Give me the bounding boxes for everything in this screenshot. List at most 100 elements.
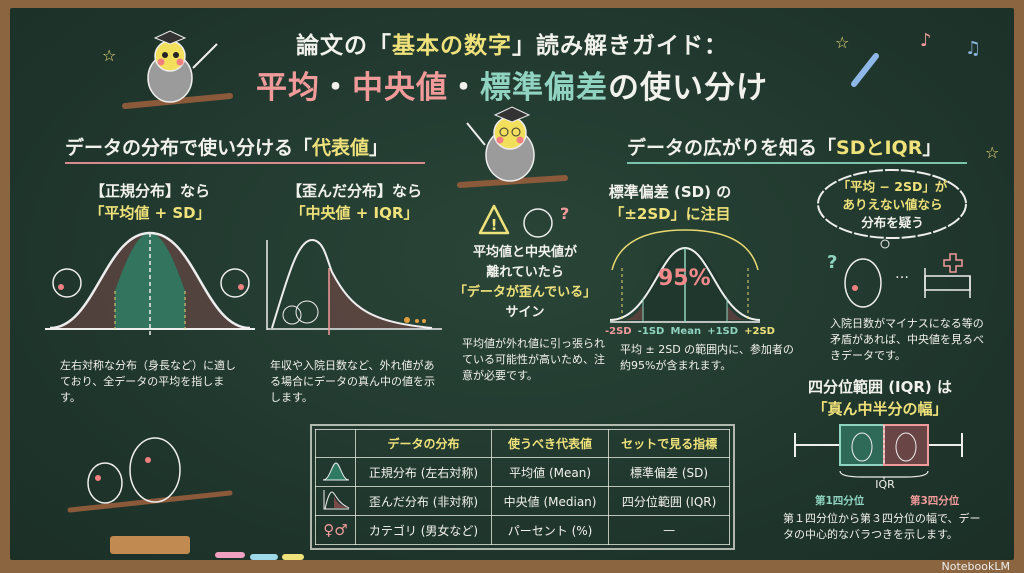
title-line-1: 論文の「基本の数字」読み解きガイド： bbox=[10, 26, 1014, 60]
svg-text:?: ? bbox=[560, 204, 569, 223]
skewed-curve-icon bbox=[315, 486, 356, 516]
sd-highlight: 「±2SD」に注目 bbox=[609, 205, 731, 223]
sd-label-2: 「±2SD」に注目 bbox=[595, 203, 745, 225]
title-sd: 標準偏差 bbox=[480, 70, 608, 106]
skewed-label: 【歪んだ分布】なら 「中央値 + IQR」 bbox=[272, 180, 437, 224]
table-cell: — bbox=[608, 515, 730, 545]
title-line-2: 平均・中央値・標準偏差の使い分け bbox=[10, 62, 1014, 107]
cloud-line: ありえない値なら bbox=[842, 197, 943, 212]
star-icon: ☆ bbox=[102, 46, 117, 65]
title-text: 」読み解きガイド： bbox=[512, 33, 728, 59]
right-section-header: データの広がりを知る「SDとIQR」 bbox=[627, 133, 941, 160]
iqr-label: IQR bbox=[875, 478, 895, 491]
table-header: セットで見る指標 bbox=[608, 429, 730, 458]
table-row: ♀♂ カテゴリ (男女など) パーセント (%) — bbox=[315, 515, 730, 545]
svg-text:?: ? bbox=[827, 252, 837, 273]
skewed-pick-text: 「中央値 + IQR」 bbox=[290, 204, 419, 222]
table-header: データの分布 bbox=[355, 429, 492, 458]
normal-curve-icon bbox=[315, 457, 356, 487]
gender-symbols: ♀♂ bbox=[323, 521, 348, 539]
boxplot-diagram bbox=[794, 424, 963, 480]
axis-label: -1SD bbox=[637, 326, 665, 337]
iqr-title-highlight: 「真ん中半分の幅」 bbox=[812, 400, 948, 418]
sd-percent-label: 95% bbox=[658, 266, 711, 291]
iqr-title-text: 四分位範囲 (IQR) は bbox=[807, 378, 953, 396]
cloud-text: 「平均 − 2SD」が ありえない値なら 分布を疑う bbox=[815, 178, 970, 232]
owl-teacher-icon bbox=[122, 30, 233, 109]
normal-pick-text: 「平均値 + SD」 bbox=[89, 204, 211, 222]
notebooklm-logo: NotebookLM bbox=[941, 560, 1010, 573]
table-cell: 歪んだ分布 (非対称) bbox=[355, 486, 492, 516]
iqr-title: 四分位範囲 (IQR) は 「真ん中半分の幅」 bbox=[800, 376, 960, 420]
cloud-line: 「平均 − 2SD」が bbox=[837, 179, 948, 194]
sd-axis-labels: -2SD -1SD Mean +1SD +2SD bbox=[605, 326, 775, 337]
table-cell: パーセント (%) bbox=[490, 515, 610, 545]
q3-label: 第3四分位 bbox=[910, 495, 960, 507]
owl-pair-icon bbox=[67, 437, 233, 513]
chalkboard: 論文の「基本の数字」読み解きガイド： 平均・中央値・標準偏差の使い分け データの… bbox=[10, 8, 1014, 560]
header-text: データの広がりを知る「 bbox=[627, 137, 837, 159]
table-row: 歪んだ分布 (非対称) 中央値 (Median) 四分位範囲 (IQR) bbox=[315, 486, 730, 516]
star-icon: ☆ bbox=[835, 33, 850, 52]
normal-label: 【正規分布】なら 「平均値 + SD」 bbox=[55, 180, 245, 224]
axis-label: +1SD bbox=[707, 326, 739, 337]
table-cell: カテゴリ (男女など) bbox=[355, 515, 492, 545]
warning-icon: ! ? bbox=[478, 204, 569, 238]
table-cell: 四分位範囲 (IQR) bbox=[608, 486, 730, 516]
warning-line: サイン bbox=[505, 305, 545, 320]
table-header-icon bbox=[315, 429, 356, 458]
table-row: 正規分布 (左右対称) 平均値 (Mean) 標準偏差 (SD) bbox=[315, 457, 730, 487]
normal-description: 左右対称な分布（身長など）に適しており、全データの平均を指します。 bbox=[60, 359, 236, 404]
table-header: 使うべき代表値 bbox=[490, 429, 610, 458]
header-highlight: SDとIQR bbox=[836, 137, 923, 159]
title-dot: ・ bbox=[448, 70, 480, 106]
skewed-curve-diagram bbox=[266, 238, 442, 335]
chalk-icon bbox=[215, 552, 245, 558]
summary-table: データの分布 使うべき代表値 セットで見る指標 正規分布 (左右対称) 平均値 … bbox=[310, 424, 735, 550]
skewed-label-text: 【歪んだ分布】なら bbox=[286, 182, 422, 200]
svg-text:!: ! bbox=[491, 216, 498, 234]
normal-label-text: 【正規分布】なら bbox=[89, 182, 210, 200]
table-cell: 正規分布 (左右対称) bbox=[355, 457, 492, 487]
title-dot: ・ bbox=[320, 70, 352, 106]
title-text: の使い分け bbox=[608, 70, 768, 106]
left-section-header: データの分布で使い分ける「代表値」 bbox=[65, 133, 388, 160]
title-median: 中央値 bbox=[352, 70, 448, 106]
ellipsis: … bbox=[895, 266, 909, 282]
axis-label: Mean bbox=[670, 326, 702, 337]
warning-line: 離れていたら bbox=[486, 265, 564, 280]
star-icon: ☆ bbox=[985, 143, 1000, 162]
table-header-row: データの分布 使うべき代表値 セットで見る指標 bbox=[315, 429, 730, 458]
title-mean: 平均 bbox=[256, 70, 320, 106]
axis-label: +2SD bbox=[744, 326, 775, 337]
chalk-icon bbox=[250, 554, 278, 560]
music-note-icon: ♪ bbox=[920, 30, 932, 51]
chalk-pen-icon bbox=[851, 53, 879, 87]
header-text: 」 bbox=[369, 137, 389, 159]
warning-message: 平均値と中央値が 離れていたら 「データが歪んでいる」 サイン bbox=[440, 243, 610, 323]
title-text: 論文の「 bbox=[296, 33, 392, 59]
chalk-icon bbox=[282, 554, 304, 560]
owl-confused-bed-icon: ? bbox=[827, 252, 971, 308]
table-cell: 中央値 (Median) bbox=[490, 486, 610, 516]
cloud-line: 分布を疑う bbox=[861, 215, 924, 230]
sd-curve-diagram bbox=[609, 229, 761, 323]
sd-description: 平均 ± 2SD の範囲内に、参加者の約95%が含まれます。 bbox=[620, 343, 794, 372]
warning-highlight: 「データが歪んでいる」 bbox=[453, 285, 597, 300]
warning-line: 平均値と中央値が bbox=[472, 245, 577, 260]
owl-teacher-icon bbox=[457, 106, 568, 188]
skewed-description: 年収や入院日数など、外れ値がある場合にデータの真ん中の値を示します。 bbox=[270, 359, 435, 404]
iqr-description: 第１四分位から第３四分位の幅で、データの中心的なバラつきを示します。 bbox=[783, 512, 981, 541]
sd-label: 標準偏差 (SD) の 「±2SD」に注目 bbox=[595, 181, 745, 225]
music-note-icon: ♫ bbox=[965, 38, 982, 59]
cloud-description: 入院日数がマイナスになる等の矛盾があれば、中央値を見るべきデータです。 bbox=[830, 317, 984, 362]
axis-label: -2SD bbox=[605, 326, 632, 337]
gender-symbols-icon: ♀♂ bbox=[315, 515, 356, 545]
header-text: 」 bbox=[922, 137, 942, 159]
sd-label-text: 標準偏差 (SD) の bbox=[608, 183, 732, 201]
header-highlight: 代表値 bbox=[312, 137, 370, 159]
header-text: データの分布で使い分ける「 bbox=[65, 137, 313, 159]
thought-cloud-icon bbox=[817, 169, 967, 249]
right-underline bbox=[627, 162, 967, 164]
q1-label: 第1四分位 bbox=[815, 495, 865, 507]
